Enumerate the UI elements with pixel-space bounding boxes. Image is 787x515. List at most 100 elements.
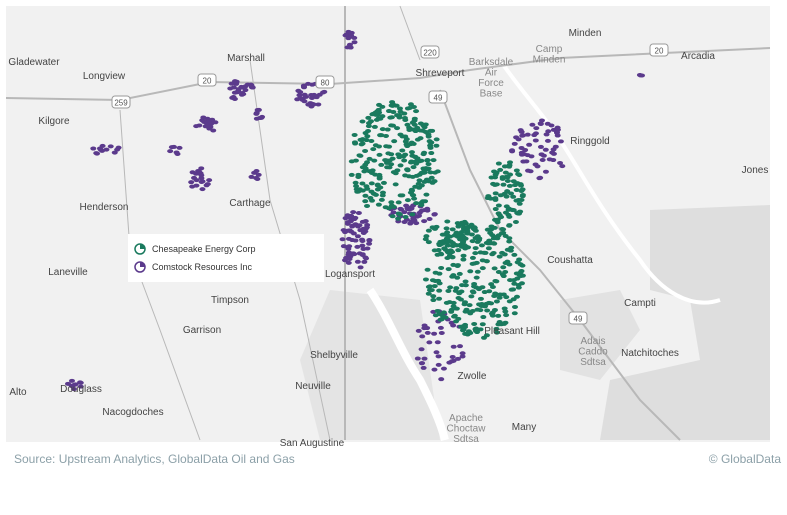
well — [443, 226, 450, 231]
well — [402, 214, 409, 219]
place-label: Barksdale — [469, 57, 514, 68]
well — [489, 252, 496, 257]
land-region — [300, 290, 440, 440]
road — [439, 89, 681, 441]
well — [491, 182, 498, 187]
well — [196, 123, 203, 128]
well — [406, 127, 413, 132]
well — [296, 93, 303, 98]
well — [519, 192, 526, 197]
place-label: Carthage — [229, 198, 271, 209]
place-label: Caddo — [578, 347, 608, 358]
well — [431, 212, 438, 217]
well — [375, 107, 382, 112]
road-shield — [197, 73, 217, 87]
road-shield-label: 80 — [321, 79, 330, 88]
well — [361, 259, 368, 264]
well — [545, 129, 552, 134]
well — [500, 265, 507, 270]
well — [297, 96, 304, 101]
road-shield-label: 49 — [434, 94, 443, 103]
copyright: © GlobalData — [708, 452, 781, 466]
well — [518, 150, 525, 155]
well — [540, 153, 547, 158]
well — [351, 252, 358, 257]
well — [410, 216, 417, 221]
well — [376, 176, 383, 181]
well — [434, 252, 441, 257]
well — [429, 225, 436, 230]
well — [502, 270, 509, 275]
well — [475, 287, 482, 292]
well — [495, 161, 502, 166]
place-label: Nacogdoches — [102, 407, 163, 418]
well — [433, 137, 440, 142]
well — [366, 238, 373, 243]
well — [424, 267, 431, 272]
well — [379, 190, 386, 195]
well — [359, 243, 366, 248]
well — [426, 179, 433, 184]
well — [378, 197, 385, 202]
well — [372, 192, 379, 197]
well — [403, 203, 410, 208]
well — [507, 172, 514, 177]
well — [460, 239, 467, 244]
well — [502, 170, 509, 175]
well — [445, 250, 452, 255]
well — [474, 269, 481, 274]
well — [366, 121, 373, 126]
well — [504, 179, 511, 184]
well — [295, 88, 302, 93]
well — [363, 184, 370, 189]
well — [427, 170, 434, 175]
well — [90, 146, 97, 151]
well — [468, 294, 475, 299]
well — [366, 241, 373, 246]
well — [444, 230, 451, 235]
well — [111, 150, 118, 155]
well — [455, 356, 462, 361]
well — [308, 104, 315, 109]
well — [206, 178, 213, 183]
well — [349, 238, 356, 243]
well — [474, 330, 481, 335]
well — [363, 138, 370, 143]
well — [444, 219, 451, 224]
well — [431, 284, 438, 289]
well — [348, 172, 355, 177]
well — [366, 156, 373, 161]
well — [424, 330, 431, 335]
well — [176, 145, 183, 150]
well — [362, 148, 369, 153]
well — [422, 129, 429, 134]
well — [515, 285, 522, 290]
well — [532, 138, 539, 143]
well — [506, 239, 513, 244]
well — [365, 115, 372, 120]
well — [77, 384, 84, 389]
well — [510, 278, 517, 283]
well — [434, 308, 441, 313]
well — [488, 175, 495, 180]
well — [365, 124, 372, 129]
well — [438, 377, 445, 382]
well — [253, 110, 260, 115]
road-shield — [315, 75, 335, 89]
well — [550, 158, 557, 163]
well — [408, 159, 415, 164]
well — [343, 32, 350, 37]
well — [423, 192, 430, 197]
well — [510, 287, 517, 292]
well — [501, 164, 508, 169]
well — [198, 179, 205, 184]
well — [516, 201, 523, 206]
well — [366, 169, 373, 174]
well — [481, 290, 488, 295]
well — [359, 252, 366, 257]
well — [346, 42, 353, 47]
well — [431, 367, 438, 372]
well — [204, 123, 211, 128]
well — [417, 121, 424, 126]
well — [390, 170, 397, 175]
